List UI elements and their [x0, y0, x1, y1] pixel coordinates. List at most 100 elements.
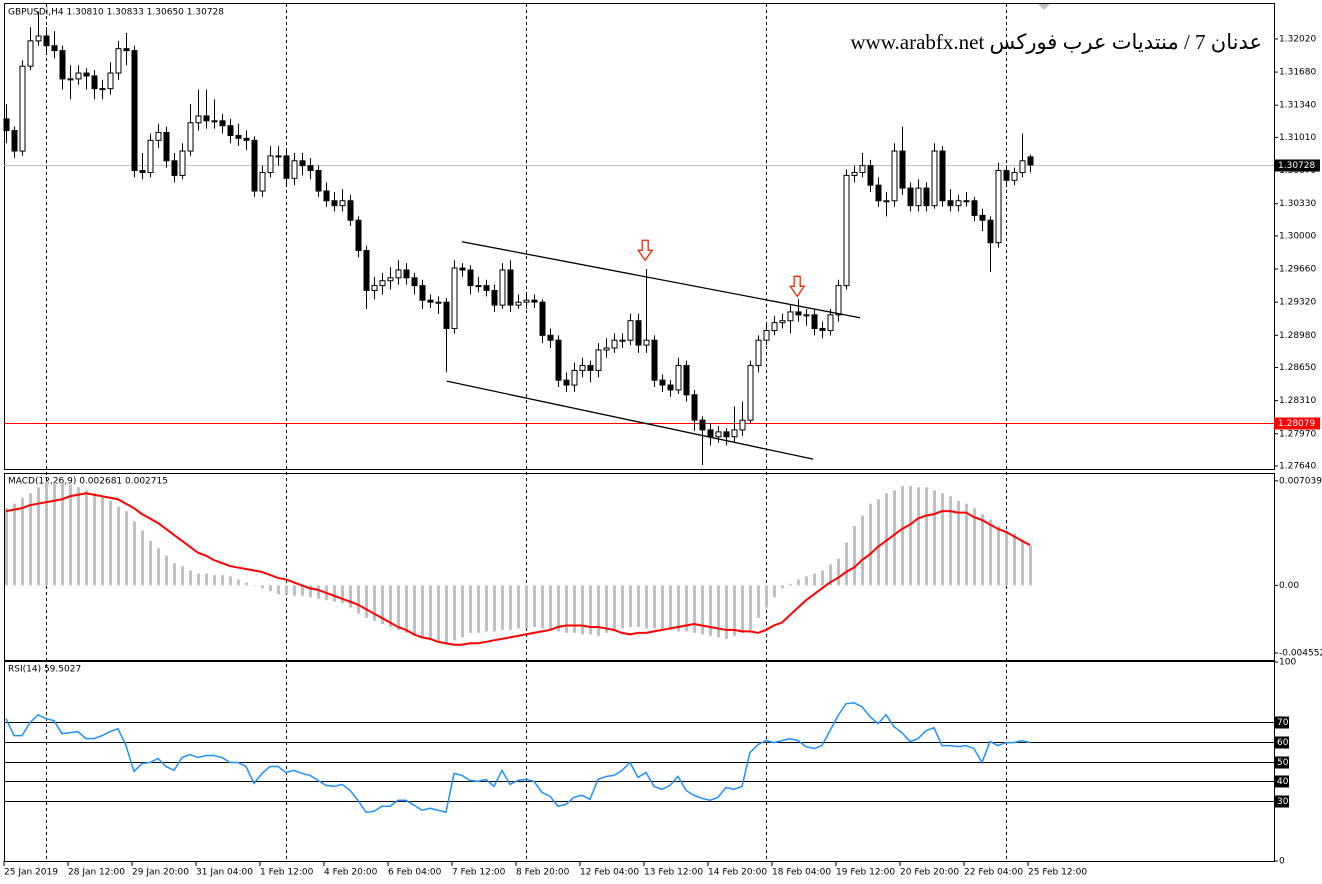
x-tick-label: 14 Feb 20:00 [708, 868, 767, 878]
macd-bar [365, 585, 368, 619]
macd-bar [973, 508, 976, 586]
rsi-level-label: 60 [1277, 738, 1289, 748]
macd-bar [77, 487, 80, 586]
y-tick-label: 1.29320 [1279, 298, 1316, 308]
macd-bar [333, 585, 336, 602]
macd-bar [237, 579, 240, 586]
candle-body [243, 137, 250, 141]
candle-body [323, 190, 330, 202]
candle-body [403, 269, 410, 279]
macd-bar [437, 585, 440, 642]
candle-body [51, 45, 58, 52]
macd-bar [685, 585, 688, 632]
macd-bar [797, 579, 800, 586]
macd-bar [901, 485, 904, 586]
price-pane-frame [4, 3, 1275, 470]
candle-body [283, 155, 290, 179]
macd-bar [581, 585, 584, 635]
price-label-box [1274, 159, 1320, 172]
macd-bar [517, 585, 520, 629]
macd-bar [149, 540, 152, 586]
candle-body [491, 289, 498, 306]
candle-body [723, 431, 730, 438]
macd-bar [789, 583, 792, 586]
candle-body [643, 339, 650, 346]
candle-body [387, 277, 394, 282]
macd-bar [717, 585, 720, 638]
candle-body [67, 78, 74, 81]
candle-body [763, 329, 770, 341]
candle-body [675, 365, 682, 391]
candle-body [347, 200, 354, 221]
candle-body [603, 347, 610, 351]
candle-body [995, 170, 1002, 244]
macd-bar [301, 585, 304, 596]
candle-body [227, 125, 234, 136]
candle-body [699, 419, 706, 431]
macd-bar [485, 585, 488, 632]
candle-body [779, 320, 786, 324]
candle-body [771, 322, 778, 331]
signal-arrow [636, 239, 654, 262]
rsi-level-box [1275, 716, 1289, 729]
macd-bar [549, 585, 552, 630]
candle-body [915, 187, 922, 207]
candle-body [843, 174, 850, 287]
candle-body [515, 301, 522, 306]
macd-bar [101, 496, 104, 586]
candle-body [939, 150, 946, 202]
candle-body [459, 267, 466, 271]
macd-bar [141, 530, 144, 586]
macd-bar [69, 484, 72, 586]
x-tick-label: 25 Feb 12:00 [1028, 868, 1087, 878]
candle-body [883, 200, 890, 203]
macd-bar [13, 503, 16, 586]
signal-line [5, 492, 1031, 646]
candle-body [315, 170, 322, 192]
candle-body [691, 394, 698, 421]
candle-body [371, 285, 378, 291]
candle-body [499, 269, 506, 306]
macd-bar [341, 585, 344, 604]
macd-bar [829, 564, 832, 586]
macd-bar [501, 585, 504, 630]
y-tick-label: 1.31010 [1279, 133, 1316, 143]
candle-body [411, 277, 418, 287]
candle-body [715, 431, 722, 438]
macd-bar [989, 520, 992, 586]
macd-bar [877, 499, 880, 586]
macd-bar [85, 490, 88, 586]
macd-bar [605, 585, 608, 633]
candle-body [155, 132, 162, 141]
x-tick-label: 12 Feb 04:00 [580, 868, 639, 878]
macd-bar [445, 585, 448, 645]
macd-bar [509, 585, 512, 630]
candle-body [27, 40, 34, 67]
candle-body [547, 334, 554, 341]
macd-bar [933, 490, 936, 586]
candle-body [19, 65, 26, 152]
rsi-level-label: 30 [1277, 797, 1289, 807]
candle-body [987, 219, 994, 244]
candle-body [275, 155, 282, 158]
candle-body [131, 50, 138, 172]
macd-bar [1029, 545, 1032, 586]
y-tick-label: 1.28650 [1279, 363, 1316, 373]
rsi-level-box [1275, 775, 1289, 788]
macd-bar [205, 573, 208, 586]
candle-body [139, 170, 146, 173]
macd-bar [109, 500, 112, 586]
macd-bar [157, 548, 160, 586]
watermark: عدنان 7 / منتديات عرب فوركس www.arabfx.n… [850, 30, 1262, 54]
macd-bar [589, 585, 592, 635]
candle-body [339, 200, 346, 207]
candle-body [123, 48, 130, 52]
macd-bar [677, 585, 680, 632]
macd-bar [173, 563, 176, 586]
y-tick-label: 0 [1279, 857, 1285, 867]
y-tick-label: 1.32020 [1279, 34, 1316, 44]
macd-bar [541, 585, 544, 629]
candle-body [795, 311, 802, 316]
macd-bar [221, 574, 224, 586]
candle-body [955, 200, 962, 207]
